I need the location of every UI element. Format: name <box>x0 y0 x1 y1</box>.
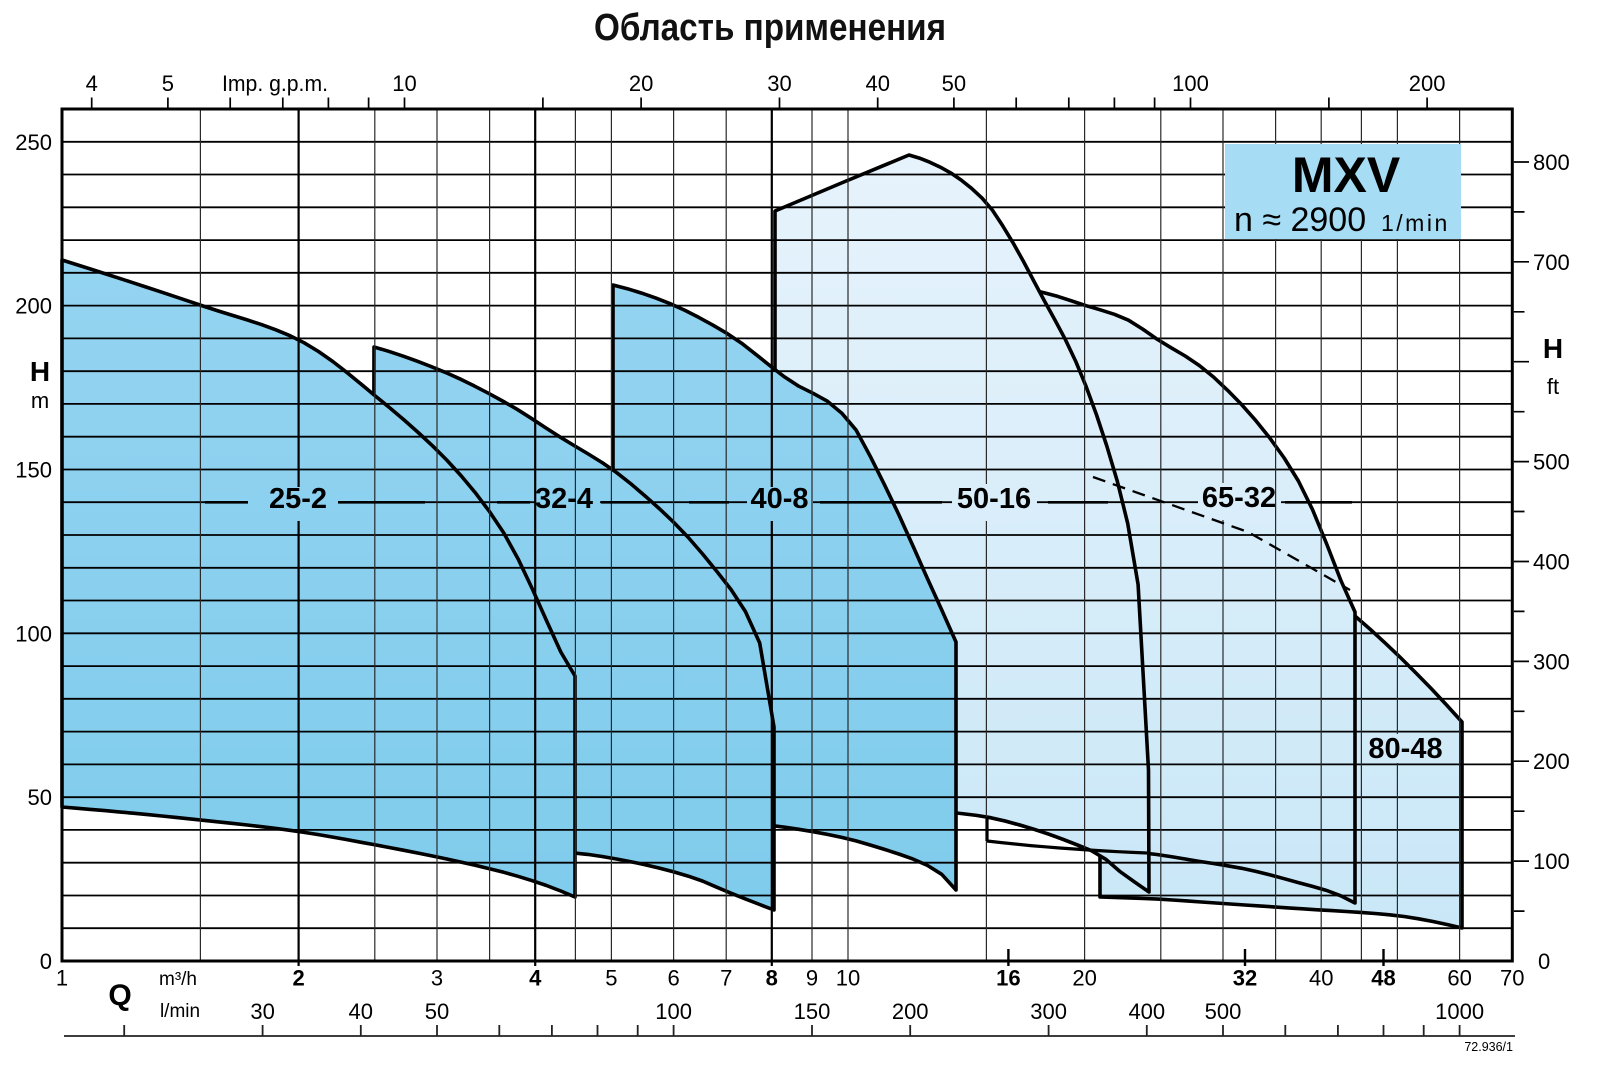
svg-text:200: 200 <box>1533 749 1570 774</box>
svg-text:50: 50 <box>425 999 449 1024</box>
svg-text:800: 800 <box>1533 150 1570 175</box>
svg-text:25-2: 25-2 <box>269 483 327 515</box>
svg-text:1000: 1000 <box>1435 999 1484 1024</box>
svg-text:6: 6 <box>667 966 679 991</box>
svg-text:MXV: MXV <box>1292 147 1401 203</box>
svg-text:32-4: 32-4 <box>535 483 593 515</box>
svg-text:40: 40 <box>865 71 889 96</box>
svg-text:700: 700 <box>1533 250 1570 275</box>
svg-text:20: 20 <box>1072 966 1096 991</box>
svg-text:48: 48 <box>1371 966 1395 991</box>
svg-text:7: 7 <box>720 966 732 991</box>
svg-text:70: 70 <box>1500 966 1524 991</box>
svg-text:m³/h: m³/h <box>159 969 197 990</box>
svg-text:H: H <box>1543 333 1563 364</box>
svg-text:Imp. g.p.m.: Imp. g.p.m. <box>222 71 328 96</box>
svg-text:10: 10 <box>836 966 860 991</box>
svg-text:ft: ft <box>1547 374 1559 399</box>
svg-text:100: 100 <box>1172 71 1209 96</box>
svg-text:2: 2 <box>292 966 304 991</box>
svg-text:40: 40 <box>349 999 373 1024</box>
svg-text:200: 200 <box>1409 71 1446 96</box>
svg-text:8: 8 <box>766 966 778 991</box>
svg-text:100: 100 <box>1533 849 1570 874</box>
svg-text:65-32: 65-32 <box>1202 482 1276 514</box>
svg-text:200: 200 <box>15 294 52 319</box>
svg-text:500: 500 <box>1533 450 1570 475</box>
svg-text:H: H <box>30 356 50 387</box>
svg-text:100: 100 <box>655 999 692 1024</box>
svg-text:10: 10 <box>392 71 416 96</box>
svg-text:32: 32 <box>1233 966 1257 991</box>
svg-text:300: 300 <box>1030 999 1067 1024</box>
svg-text:30: 30 <box>250 999 274 1024</box>
svg-text:l/min: l/min <box>160 1001 200 1022</box>
svg-text:4: 4 <box>529 966 542 991</box>
svg-text:9: 9 <box>806 966 818 991</box>
svg-text:100: 100 <box>15 621 52 646</box>
svg-text:Область применения: Область применения <box>594 7 946 49</box>
svg-text:0: 0 <box>40 949 52 974</box>
svg-text:5: 5 <box>162 71 174 96</box>
svg-text:500: 500 <box>1205 999 1242 1024</box>
svg-text:0: 0 <box>1538 949 1550 974</box>
svg-text:m: m <box>31 388 49 413</box>
svg-text:3: 3 <box>431 966 443 991</box>
svg-text:400: 400 <box>1533 550 1570 575</box>
svg-text:n ≈ 2900: n ≈ 2900 <box>1234 201 1366 239</box>
svg-text:40-8: 40-8 <box>750 483 808 515</box>
svg-text:1/min: 1/min <box>1381 210 1450 236</box>
svg-text:80-48: 80-48 <box>1368 733 1442 765</box>
svg-text:20: 20 <box>629 71 653 96</box>
svg-text:30: 30 <box>767 71 791 96</box>
svg-text:250: 250 <box>15 130 52 155</box>
svg-text:5: 5 <box>605 966 617 991</box>
svg-text:40: 40 <box>1309 966 1333 991</box>
svg-text:150: 150 <box>15 458 52 483</box>
svg-text:300: 300 <box>1533 649 1570 674</box>
svg-text:50-16: 50-16 <box>957 483 1031 515</box>
svg-text:Q: Q <box>108 979 131 1012</box>
svg-text:72.936/1: 72.936/1 <box>1464 1040 1513 1054</box>
svg-text:200: 200 <box>892 999 929 1024</box>
svg-text:16: 16 <box>996 966 1020 991</box>
svg-text:1: 1 <box>56 966 68 991</box>
svg-text:50: 50 <box>28 785 52 810</box>
svg-text:400: 400 <box>1128 999 1165 1024</box>
svg-text:150: 150 <box>794 999 831 1024</box>
svg-text:50: 50 <box>942 71 966 96</box>
svg-text:60: 60 <box>1447 966 1471 991</box>
svg-text:4: 4 <box>86 71 98 96</box>
